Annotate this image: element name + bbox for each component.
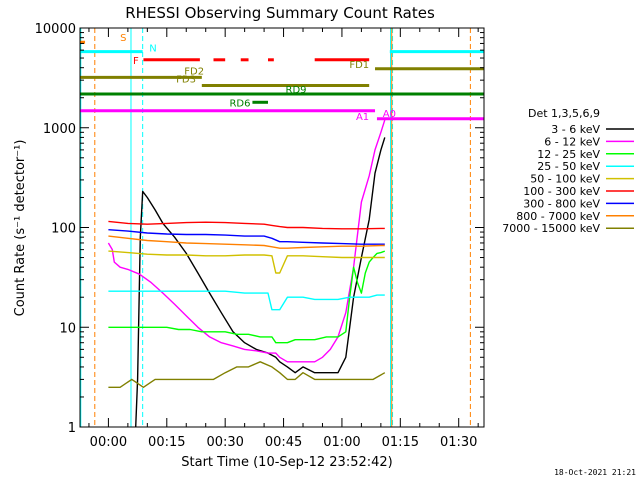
series-line-3: [108, 290, 385, 311]
x-tick-label-4: 01:00: [323, 435, 360, 450]
y-tick-label-3: 1000: [43, 122, 76, 137]
state-label-rd6: RD6: [229, 98, 250, 109]
y-tick-label-2: 100: [51, 222, 76, 237]
legend-title: Det 1,3,5,6,9: [528, 107, 600, 120]
series-line-8: [108, 361, 386, 388]
x-tick-label-5: 01:15: [382, 435, 419, 450]
x-axis-ticks: 00:00 00:15 00:30 00:45 01:00 01:15 01:30: [88, 28, 479, 450]
y-tick-label-4: 10000: [35, 22, 76, 37]
chart-title: RHESSI Observing Summary Count Rates: [125, 4, 435, 22]
legend-label-8: 7000 - 15000 keV: [502, 222, 600, 235]
state-label-n: N: [149, 44, 156, 55]
legend-label-7: 800 - 7000 keV: [516, 210, 600, 223]
state-label-a0: A0: [383, 109, 396, 120]
series-line-5: [108, 220, 385, 230]
x-tick-label-0: 00:00: [90, 435, 127, 450]
series-line-4: [108, 250, 385, 274]
legend-label-2: 12 - 25 keV: [537, 148, 600, 161]
state-label-a1: A1: [356, 112, 369, 123]
series-line-2: [108, 250, 386, 344]
series-line-6: [108, 229, 385, 245]
legend-label-4: 50 - 100 keV: [530, 173, 600, 186]
legend-label-3: 25 - 50 keV: [537, 160, 600, 173]
state-label-fd2: FD2: [184, 66, 204, 77]
legend-label-6: 300 - 800 keV: [523, 197, 600, 210]
y-tick-label-0: 1: [68, 421, 76, 436]
legend-label-0: 3 - 6 keV: [551, 123, 600, 136]
y-tick-label-1: 10: [59, 321, 76, 336]
legend-label-1: 6 - 12 keV: [544, 135, 600, 148]
state-label-fd3: FD3: [176, 75, 196, 86]
y-axis-ticks: 1 10 100 1000 10000: [35, 22, 484, 436]
state-label-fd1: FD1: [349, 60, 369, 71]
state-label-s: S: [120, 33, 126, 44]
x-tick-label-3: 00:45: [265, 435, 302, 450]
x-tick-label-6: 01:30: [440, 435, 477, 450]
series-line-0: [135, 137, 386, 428]
x-tick-label-1: 00:15: [148, 435, 185, 450]
footer-timestamp: 18-Oct-2021 21:21: [554, 468, 636, 477]
x-tick-label-2: 00:30: [206, 435, 243, 450]
series-line-7: [108, 235, 385, 249]
y-axis-label: Count Rate (s⁻¹ detector⁻¹): [13, 140, 28, 317]
state-label-rd9: RD9: [286, 85, 307, 96]
state-label-f: F: [133, 56, 139, 67]
x-axis-label: Start Time (10-Sep-12 23:52:42): [181, 455, 392, 470]
legend-label-5: 100 - 300 keV: [523, 185, 600, 198]
